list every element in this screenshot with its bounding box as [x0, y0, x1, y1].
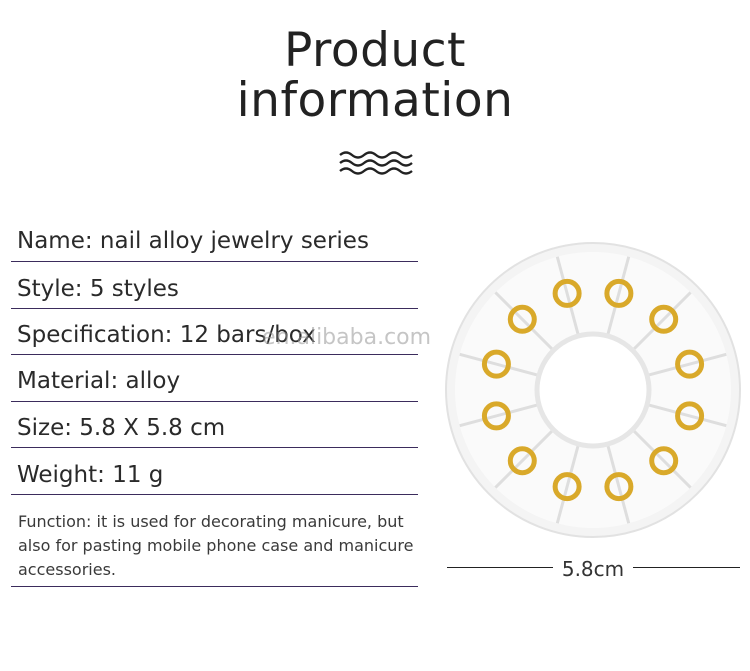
spec-weight: Weight: 11 g — [17, 462, 164, 488]
charm-rose — [481, 401, 511, 431]
compartment-divider — [648, 352, 727, 377]
title-line-2: information — [236, 73, 514, 128]
compartment-divider — [648, 403, 727, 428]
compartment-divider — [494, 291, 554, 351]
charm-heart — [604, 278, 634, 308]
charm-dolphin — [481, 349, 511, 379]
charm-butterfly — [649, 304, 679, 334]
divider — [11, 447, 418, 448]
spec-size: Size: 5.8 X 5.8 cm — [17, 415, 226, 441]
charm-oval-frame — [507, 304, 537, 334]
charm-snowflake — [552, 472, 582, 502]
charm-square-frame — [675, 401, 705, 431]
charm-wing — [675, 349, 705, 379]
spec-material: Material: alloy — [17, 368, 181, 394]
compartment-divider — [494, 429, 554, 489]
spec-specification: Specification: 12 bars/box — [17, 322, 316, 348]
compartment-divider — [555, 256, 580, 335]
compartment-divider — [606, 256, 631, 335]
charm-oval-ring — [507, 446, 537, 476]
dimension-line-left — [447, 567, 553, 568]
compartment-divider — [459, 352, 538, 377]
title-line-1: Product — [284, 23, 466, 78]
compartment-divider — [606, 445, 631, 524]
dimension-line-right — [633, 567, 740, 568]
dimension-label: 5.8cm — [561, 557, 625, 581]
spec-style: Style: 5 styles — [17, 276, 179, 302]
spec-name: Name: nail alloy jewelry series — [17, 228, 369, 254]
divider — [11, 354, 418, 355]
charm-bird — [649, 446, 679, 476]
divider — [11, 308, 418, 309]
compartment-divider — [632, 429, 692, 489]
wave-divider-icon — [339, 151, 413, 175]
divider — [11, 261, 418, 262]
charm-flamingo — [604, 472, 634, 502]
nail-charm-wheel-image — [445, 242, 741, 538]
compartment-divider — [555, 445, 580, 524]
charm-sun — [552, 278, 582, 308]
watermark: en.alibaba.com — [262, 325, 432, 350]
compartment-divider — [459, 403, 538, 428]
divider — [11, 401, 418, 402]
dimension-indicator: 5.8cm — [447, 555, 740, 581]
compartment-divider — [632, 291, 692, 351]
divider — [11, 494, 418, 495]
function-description: Function: it is used for decorating mani… — [18, 512, 414, 579]
divider — [11, 586, 418, 587]
